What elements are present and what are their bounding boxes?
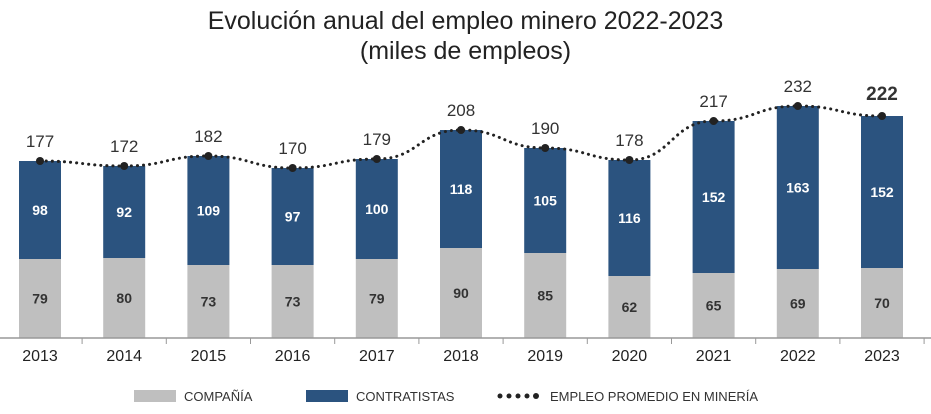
point-promedio bbox=[625, 156, 634, 164]
legend-swatch-contratistas bbox=[306, 390, 348, 402]
label-compania: 80 bbox=[116, 290, 132, 306]
label-compania: 85 bbox=[537, 288, 553, 304]
bar-compania bbox=[440, 248, 482, 338]
label-promedio: 182 bbox=[194, 127, 222, 146]
line-promedio bbox=[38, 104, 884, 170]
label-compania: 69 bbox=[790, 296, 806, 312]
bar-compania bbox=[776, 269, 819, 338]
bar-compania bbox=[271, 265, 314, 338]
point-promedio bbox=[793, 102, 802, 110]
point-promedio bbox=[288, 164, 297, 172]
label-compania: 65 bbox=[706, 298, 722, 314]
label-promedio: 232 bbox=[784, 77, 812, 96]
label-compania: 90 bbox=[453, 285, 469, 301]
bar-contratistas bbox=[524, 148, 567, 253]
legend-label-contratistas: CONTRATISTAS bbox=[356, 388, 455, 404]
bar-compania bbox=[355, 259, 398, 338]
x-tick-label: 2020 bbox=[612, 348, 648, 365]
bar-compania bbox=[692, 273, 735, 338]
point-promedio bbox=[878, 112, 886, 120]
x-tick-label: 2013 bbox=[22, 348, 58, 365]
label-compania: 73 bbox=[285, 294, 301, 310]
legend-item-promedio: EMPLEO PROMEDIO EN MINERÍA bbox=[496, 386, 758, 406]
legend-item-compania: COMPAÑÍA bbox=[134, 386, 252, 406]
bar-contratistas bbox=[861, 116, 903, 268]
bar-contratistas bbox=[440, 130, 482, 248]
label-promedio: 172 bbox=[110, 137, 138, 156]
label-promedio: 190 bbox=[531, 119, 559, 138]
bar-compania bbox=[187, 265, 230, 338]
point-promedio bbox=[457, 126, 465, 134]
label-compania: 70 bbox=[874, 295, 890, 311]
chart-subtitle: (miles de empleos) bbox=[359, 37, 572, 65]
bar-contratistas bbox=[187, 156, 230, 265]
legend-label-promedio: EMPLEO PROMEDIO EN MINERÍA bbox=[550, 388, 759, 404]
chart-title: Evolución anual del empleo minero 2022-2… bbox=[207, 7, 724, 35]
point-promedio bbox=[541, 144, 550, 152]
label-compania: 62 bbox=[622, 299, 638, 315]
label-contratistas: 109 bbox=[197, 203, 221, 219]
bar-compania bbox=[19, 259, 61, 338]
point-promedio bbox=[709, 117, 718, 125]
label-promedio: 222 bbox=[866, 84, 898, 105]
bar-contratistas bbox=[103, 166, 146, 258]
legend: COMPAÑÍA CONTRATISTAS EMPLEO PROMEDIO EN… bbox=[0, 386, 931, 406]
label-contratistas: 116 bbox=[618, 210, 641, 226]
label-contratistas: 100 bbox=[365, 201, 389, 217]
label-contratistas: 163 bbox=[786, 180, 810, 196]
label-promedio: 179 bbox=[363, 130, 391, 149]
bar-compania bbox=[608, 276, 651, 338]
x-tick-label: 2018 bbox=[443, 348, 479, 365]
x-tick-label: 2022 bbox=[780, 348, 816, 365]
x-tick-label: 2023 bbox=[864, 348, 900, 365]
bar-contratistas bbox=[19, 161, 61, 259]
x-tick-label: 2017 bbox=[359, 348, 395, 365]
point-promedio bbox=[204, 152, 213, 160]
label-compania: 73 bbox=[201, 294, 217, 310]
bar-contratistas bbox=[608, 160, 651, 276]
bar-contratistas bbox=[355, 159, 398, 259]
label-promedio: 178 bbox=[615, 131, 643, 150]
label-contratistas: 105 bbox=[534, 193, 558, 209]
label-contratistas: 152 bbox=[870, 184, 894, 200]
legend-label-compania: COMPAÑÍA bbox=[184, 388, 253, 404]
x-tick-label: 2021 bbox=[696, 348, 732, 365]
x-tick-label: 2016 bbox=[275, 348, 311, 365]
stacked-bar-chart: 79 98 2013 80 92 2014 73 109 2015 73 97 2016 79 100 20… bbox=[0, 77, 931, 365]
label-promedio: 170 bbox=[278, 139, 306, 158]
label-contratistas: 118 bbox=[450, 181, 473, 197]
label-promedio: 177 bbox=[26, 132, 54, 151]
point-promedio bbox=[36, 157, 44, 165]
bar-compania bbox=[524, 253, 567, 338]
label-promedio: 208 bbox=[447, 101, 475, 120]
bar-compania bbox=[103, 258, 146, 338]
point-promedio bbox=[120, 162, 129, 170]
label-promedio: 217 bbox=[699, 92, 727, 111]
label-contratistas: 152 bbox=[702, 189, 726, 205]
label-contratistas: 97 bbox=[285, 209, 301, 225]
x-tick-label: 2019 bbox=[527, 348, 563, 365]
legend-swatch-compania bbox=[134, 390, 176, 402]
bar-contratistas bbox=[776, 106, 819, 269]
label-compania: 79 bbox=[32, 291, 48, 307]
point-promedio bbox=[372, 155, 381, 163]
legend-item-contratistas: CONTRATISTAS bbox=[306, 386, 454, 406]
label-contratistas: 92 bbox=[116, 204, 132, 220]
x-tick-label: 2015 bbox=[191, 348, 227, 365]
label-compania: 79 bbox=[369, 291, 385, 307]
x-tick-label: 2014 bbox=[106, 348, 142, 365]
bar-compania bbox=[861, 268, 903, 338]
legend-dots-promedio bbox=[497, 393, 539, 399]
bar-contratistas bbox=[271, 168, 314, 265]
bar-contratistas bbox=[692, 121, 735, 273]
label-contratistas: 98 bbox=[32, 202, 48, 218]
